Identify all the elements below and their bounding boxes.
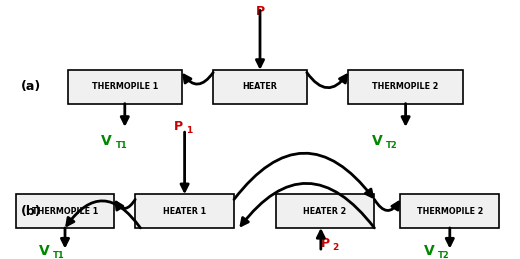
FancyBboxPatch shape <box>68 70 182 104</box>
Text: T2: T2 <box>386 141 398 150</box>
Text: V: V <box>101 134 112 148</box>
FancyBboxPatch shape <box>400 194 499 228</box>
FancyBboxPatch shape <box>213 70 307 104</box>
Text: (a): (a) <box>21 80 41 93</box>
Text: V: V <box>424 244 435 258</box>
Text: V: V <box>372 134 383 148</box>
Text: P: P <box>321 238 330 250</box>
Text: THERMOPILE 1: THERMOPILE 1 <box>32 207 98 215</box>
Text: HEATER 1: HEATER 1 <box>163 207 206 215</box>
Text: T1: T1 <box>53 251 65 259</box>
Text: T1: T1 <box>115 141 127 150</box>
FancyBboxPatch shape <box>16 194 114 228</box>
FancyBboxPatch shape <box>348 70 463 104</box>
FancyBboxPatch shape <box>276 194 374 228</box>
Text: HEATER: HEATER <box>242 82 278 91</box>
Text: V: V <box>39 244 50 258</box>
Text: THERMOPILE 2: THERMOPILE 2 <box>417 207 483 215</box>
Text: (b): (b) <box>21 205 42 218</box>
Text: T2: T2 <box>438 251 450 259</box>
Text: 2: 2 <box>332 243 339 252</box>
Text: P: P <box>174 120 184 133</box>
Text: THERMOPILE 1: THERMOPILE 1 <box>92 82 158 91</box>
FancyBboxPatch shape <box>135 194 234 228</box>
Text: THERMOPILE 2: THERMOPILE 2 <box>372 82 439 91</box>
Text: 1: 1 <box>186 126 192 135</box>
Text: P: P <box>255 5 265 18</box>
Text: HEATER 2: HEATER 2 <box>303 207 347 215</box>
